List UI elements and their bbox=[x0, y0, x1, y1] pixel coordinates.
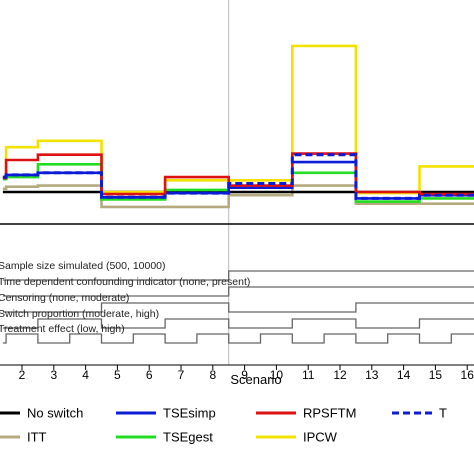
x-tick-label-2: 2 bbox=[19, 368, 26, 382]
x-tick-label-4: 4 bbox=[82, 368, 89, 382]
plot-area bbox=[0, 0, 474, 365]
x-axis-title: Scenario bbox=[230, 372, 281, 387]
legend-label-rpsftm: RPSFTM bbox=[303, 406, 356, 421]
x-tick-label-9: 9 bbox=[241, 368, 248, 382]
x-tick-label-16: 16 bbox=[461, 368, 474, 382]
indicator-line-5 bbox=[2, 333, 474, 344]
x-tick-label-10: 10 bbox=[270, 368, 284, 382]
series-line-itt bbox=[2, 184, 474, 209]
x-tick-label-6: 6 bbox=[146, 368, 153, 382]
x-tick-label-11: 11 bbox=[302, 368, 315, 382]
indicator-label-5: Treatment effect (low, high) bbox=[0, 323, 125, 335]
x-tick-label-7: 7 bbox=[178, 368, 185, 382]
x-tick-label-13: 13 bbox=[365, 368, 379, 382]
indicator-label-1: Sample size simulated (500, 10000) bbox=[0, 260, 166, 272]
legend-label-no-switch: No switch bbox=[27, 406, 83, 421]
indicator-label-3: Censoring (none, moderate) bbox=[0, 292, 129, 304]
legend-label-tsegest: TSEgest bbox=[163, 430, 213, 445]
series-line-tsegest-dashed bbox=[2, 153, 474, 200]
x-tick-label-14: 14 bbox=[397, 368, 411, 382]
x-axis: 2 3 4 5 6 7 8 9 10 11 12 13 14 15 16 bbox=[0, 364, 474, 382]
legend: No switch TSEsimp RPSFTM T ITT TSEgest IPCW bbox=[0, 406, 447, 445]
indicator-line-2 bbox=[2, 286, 474, 297]
x-tick-label-5: 5 bbox=[114, 368, 121, 382]
x-tick-label-3: 3 bbox=[50, 368, 57, 382]
indicator-panel: Sample size simulated (500, 10000) Time d… bbox=[0, 260, 474, 344]
legend-label-tsesimp: TSEsimp bbox=[163, 406, 216, 421]
series-line-ipcw bbox=[2, 44, 474, 195]
legend-label-itt: ITT bbox=[27, 430, 47, 445]
indicator-label-4: Switch proportion (moderate, high) bbox=[0, 308, 159, 320]
series-line-rpsftm bbox=[2, 152, 474, 196]
indicator-line-4 bbox=[2, 318, 474, 329]
x-tick-label-15: 15 bbox=[429, 368, 443, 382]
indicator-line-1 bbox=[2, 270, 474, 281]
legend-label-ipcw: IPCW bbox=[303, 430, 338, 445]
legend-label-t: T bbox=[439, 406, 447, 421]
x-tick-label-12: 12 bbox=[333, 368, 347, 382]
indicator-line-3 bbox=[2, 302, 474, 313]
x-tick-label-8: 8 bbox=[209, 368, 216, 382]
indicator-label-2: Time dependent confounding indicator (no… bbox=[0, 276, 250, 288]
